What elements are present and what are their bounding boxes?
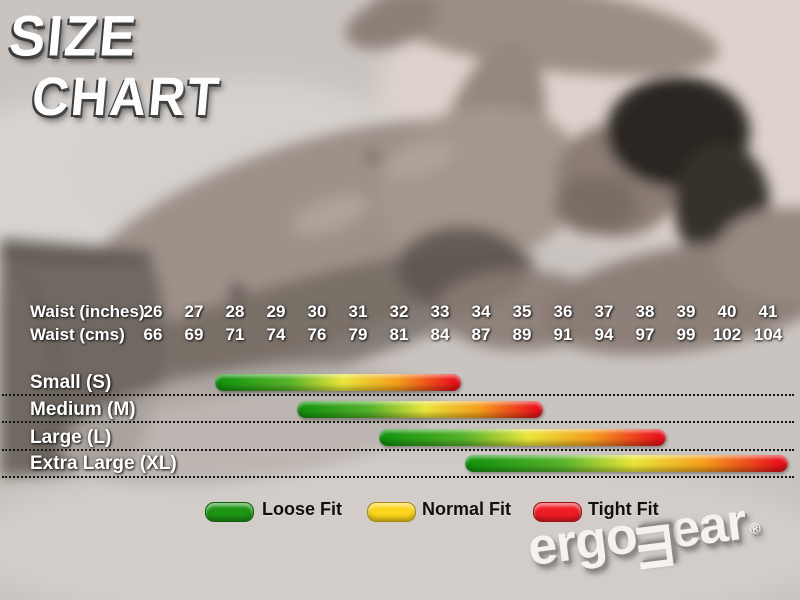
waist-cms-value: 104 (753, 325, 783, 344)
waist-cms-value: 79 (348, 325, 368, 344)
size-range-bar (464, 455, 789, 472)
waist-cms-value: 87 (471, 325, 491, 344)
legend-swatch (205, 502, 254, 522)
waist-cms-value: 94 (594, 325, 614, 344)
waist-inches-value: 30 (307, 302, 327, 321)
size-row: Extra Large (XL) (2, 452, 794, 478)
legend-swatch (533, 502, 582, 522)
logo-text-ergo: ergo (524, 506, 640, 578)
size-label: Medium (M) (30, 399, 136, 420)
waist-cms-value: 97 (635, 325, 655, 344)
waist-cms-value: 84 (430, 325, 450, 344)
size-label: Small (S) (30, 372, 112, 393)
waist-inches-value: 37 (594, 302, 614, 321)
waist-inches-value: 36 (553, 302, 573, 321)
waist-inches-value: 28 (225, 302, 245, 321)
waist-inches-label: Waist (inches) (30, 302, 145, 321)
waist-inches-value: 35 (512, 302, 532, 321)
waist-cms-value: 89 (512, 325, 532, 344)
waist-cms-row: Waist (cms) 66 69 71 74 76 79 81 84 87 89 91 94 97 99… (0, 325, 800, 347)
legend-label: Loose Fit (262, 499, 342, 519)
waist-inches-value: 33 (430, 302, 450, 321)
waist-inches-value: 40 (717, 302, 737, 321)
size-range-bar (214, 374, 461, 391)
waist-cms-value: 66 (143, 325, 163, 344)
waist-cms-value: 81 (389, 325, 409, 344)
waist-cms-value: 76 (307, 325, 327, 344)
waist-inches-value: 34 (471, 302, 491, 321)
waist-inches-value: 31 (348, 302, 368, 321)
waist-inches-value: 29 (266, 302, 286, 321)
legend-swatch (367, 502, 416, 522)
waist-inches-value: 39 (676, 302, 696, 321)
waist-cms-value: 69 (184, 325, 204, 344)
logo-w-glyph: Ш (626, 520, 685, 574)
title-line-size: SIZE (6, 4, 141, 69)
registered-mark-icon: ® (748, 519, 762, 539)
waist-cms-value: 74 (266, 325, 286, 344)
size-row: Large (L) (2, 426, 794, 451)
size-range-bar (296, 401, 543, 418)
legend-label: Tight Fit (588, 499, 659, 519)
waist-inches-value: 27 (184, 302, 204, 321)
waist-cms-value: 99 (676, 325, 696, 344)
waist-inches-value: 26 (143, 302, 163, 321)
size-label: Large (L) (30, 427, 112, 448)
size-row: Small (S) (2, 371, 794, 396)
waist-cms-value: 91 (553, 325, 573, 344)
waist-inches-value: 41 (758, 302, 778, 321)
waist-cms-value: 102 (712, 325, 742, 344)
size-label: Extra Large (XL) (30, 453, 177, 474)
page-title: SIZE CHART (2, 4, 229, 127)
waist-inches-value: 32 (389, 302, 409, 321)
waist-cms-label: Waist (cms) (30, 325, 125, 344)
waist-inches-row: Waist (inches) 26 27 28 29 30 31 32 33 34 35 36 37 3… (0, 302, 800, 324)
size-row: Medium (M) (2, 398, 794, 423)
title-line-chart: CHART (29, 66, 224, 127)
legend-label: Normal Fit (422, 499, 512, 519)
waist-inches-value: 38 (635, 302, 655, 321)
size-range-bar (378, 429, 666, 446)
waist-cms-value: 71 (225, 325, 245, 344)
